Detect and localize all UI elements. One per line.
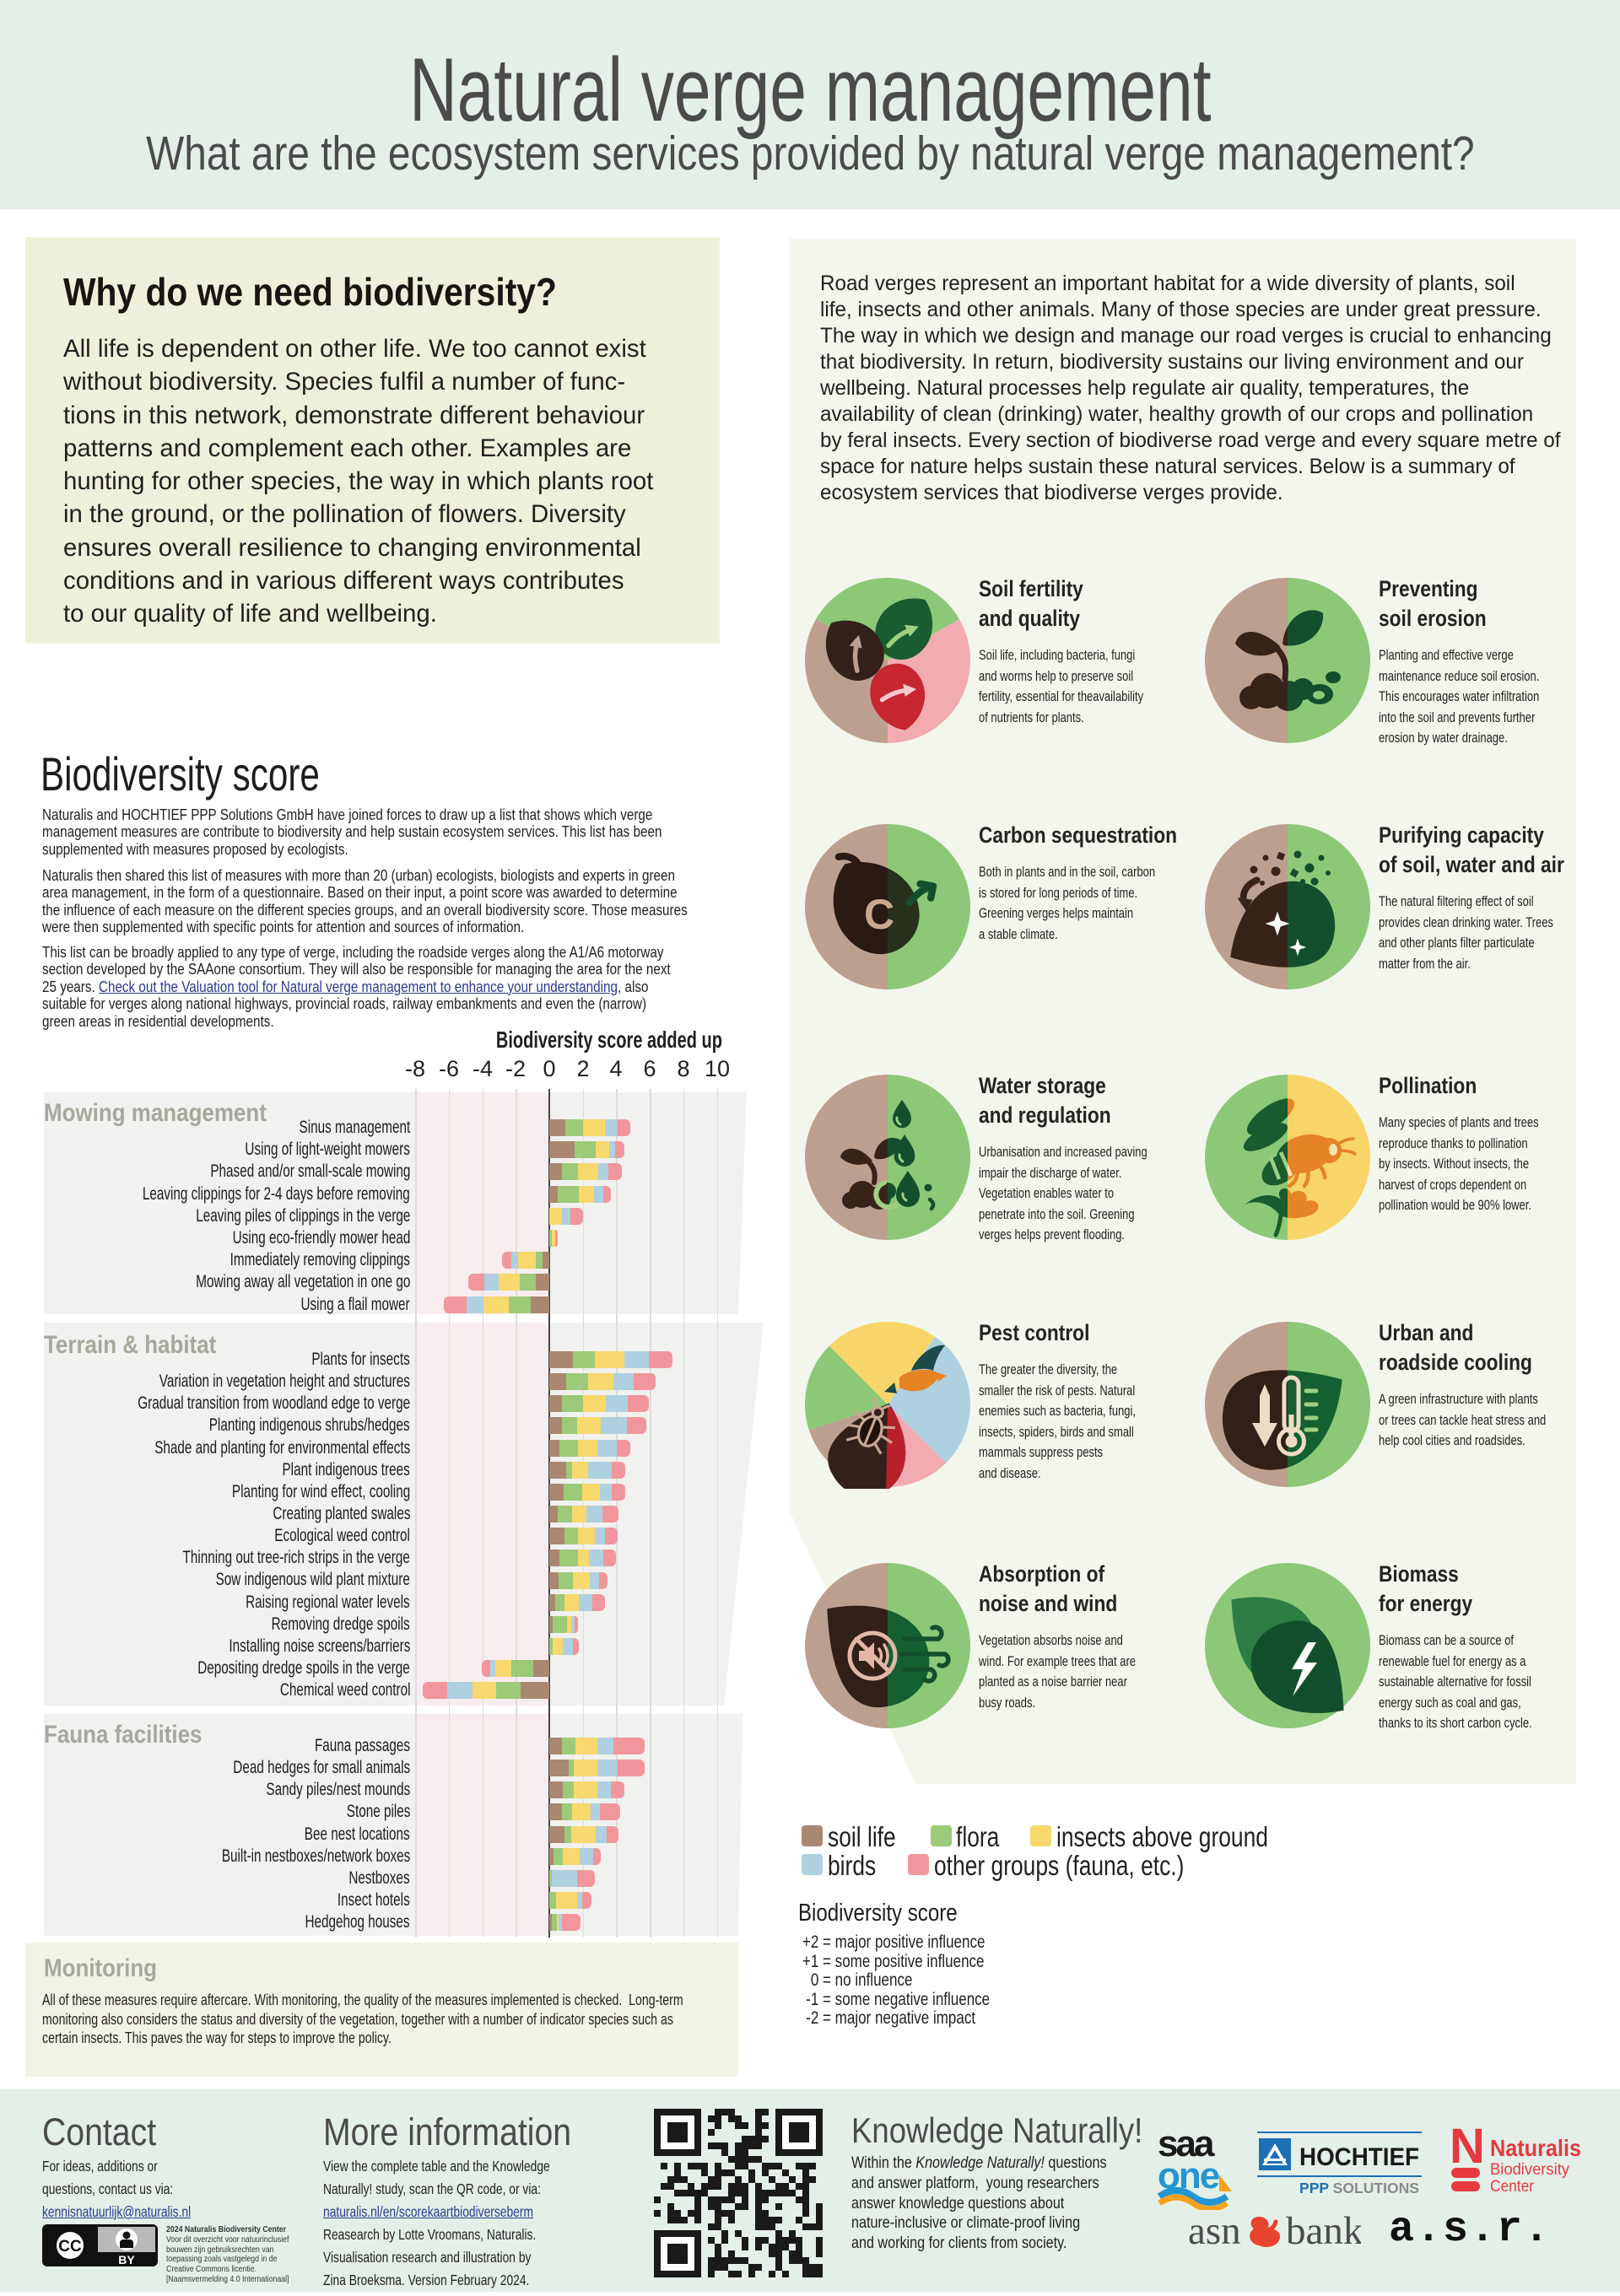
svg-text:Biodiversity: Biodiversity bbox=[1490, 2161, 1569, 2179]
svg-text:C: C bbox=[864, 891, 894, 938]
svg-text:bank: bank bbox=[1286, 2210, 1361, 2252]
svg-text:saa: saa bbox=[1158, 2126, 1215, 2164]
svg-text:CC: CC bbox=[58, 2238, 82, 2256]
svg-text:BY: BY bbox=[118, 2253, 135, 2266]
svg-text:PPP SOLUTIONS: PPP SOLUTIONS bbox=[1299, 2180, 1419, 2195]
svg-text:asn: asn bbox=[1188, 2210, 1241, 2252]
svg-text:HOCHTIEF: HOCHTIEF bbox=[1299, 2143, 1419, 2171]
svg-text:Naturalis: Naturalis bbox=[1490, 2135, 1581, 2161]
svg-text:Center: Center bbox=[1490, 2178, 1535, 2196]
svg-text:N: N bbox=[1450, 2124, 1485, 2174]
